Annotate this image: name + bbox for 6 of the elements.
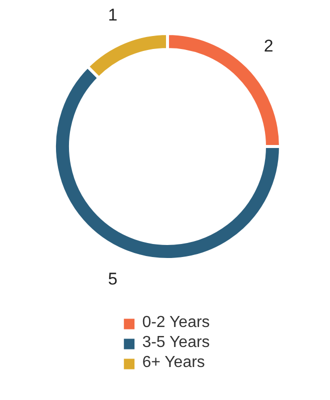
data-label: 1 bbox=[108, 5, 118, 24]
legend-label: 6+ Years bbox=[142, 354, 205, 372]
legend-label: 3-5 Years bbox=[142, 334, 210, 352]
legend-label: 0-2 Years bbox=[142, 314, 210, 332]
data-label: 2 bbox=[264, 36, 274, 56]
data-label: 5 bbox=[108, 270, 118, 289]
